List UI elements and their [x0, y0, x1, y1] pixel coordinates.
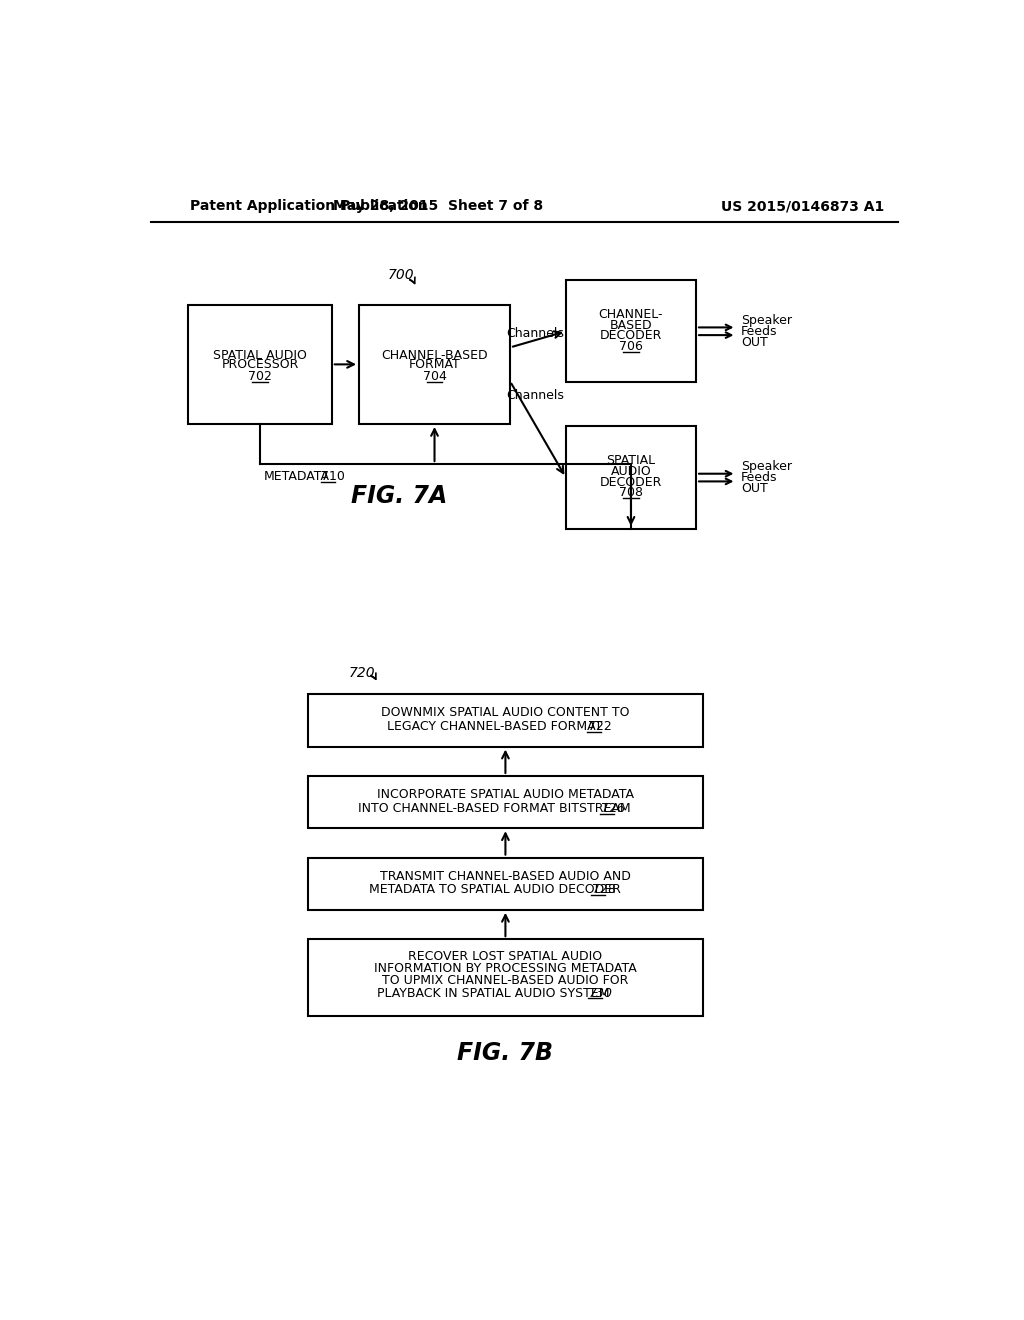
- Text: Feeds: Feeds: [741, 325, 777, 338]
- Text: 700: 700: [388, 268, 415, 282]
- Text: 710: 710: [321, 470, 344, 483]
- Text: 706: 706: [620, 341, 643, 354]
- Text: AUDIO: AUDIO: [610, 465, 651, 478]
- Text: PROCESSOR: PROCESSOR: [221, 358, 299, 371]
- Text: TRANSMIT CHANNEL-BASED AUDIO AND: TRANSMIT CHANNEL-BASED AUDIO AND: [380, 870, 631, 883]
- Text: SPATIAL: SPATIAL: [606, 454, 655, 467]
- FancyBboxPatch shape: [308, 940, 703, 1016]
- Text: Speaker: Speaker: [741, 314, 792, 327]
- Text: US 2015/0146873 A1: US 2015/0146873 A1: [721, 199, 884, 213]
- Text: OUT: OUT: [741, 335, 768, 348]
- Text: FIG. 7A: FIG. 7A: [351, 484, 447, 508]
- FancyBboxPatch shape: [308, 776, 703, 829]
- Text: INTO CHANNEL-BASED FORMAT BITSTREAM: INTO CHANNEL-BASED FORMAT BITSTREAM: [358, 801, 631, 814]
- Text: 726: 726: [601, 801, 625, 814]
- Text: TO UPMIX CHANNEL-BASED AUDIO FOR: TO UPMIX CHANNEL-BASED AUDIO FOR: [382, 974, 629, 987]
- Text: CHANNEL-: CHANNEL-: [599, 308, 664, 321]
- Text: Speaker: Speaker: [741, 461, 792, 474]
- Text: 730: 730: [589, 986, 613, 999]
- Text: Channels: Channels: [506, 388, 564, 401]
- Text: PLAYBACK IN SPATIAL AUDIO SYSTEM: PLAYBACK IN SPATIAL AUDIO SYSTEM: [377, 986, 609, 999]
- Text: 704: 704: [423, 370, 446, 383]
- FancyBboxPatch shape: [566, 280, 696, 383]
- Text: INCORPORATE SPATIAL AUDIO METADATA: INCORPORATE SPATIAL AUDIO METADATA: [377, 788, 634, 801]
- Text: 720: 720: [349, 665, 376, 680]
- FancyBboxPatch shape: [308, 858, 703, 909]
- FancyBboxPatch shape: [566, 426, 696, 529]
- Text: FORMAT: FORMAT: [409, 358, 461, 371]
- Text: RECOVER LOST SPATIAL AUDIO: RECOVER LOST SPATIAL AUDIO: [409, 949, 602, 962]
- FancyBboxPatch shape: [359, 305, 510, 424]
- Text: DECODER: DECODER: [600, 475, 663, 488]
- Text: May 28, 2015  Sheet 7 of 8: May 28, 2015 Sheet 7 of 8: [333, 199, 543, 213]
- Text: 702: 702: [248, 370, 272, 383]
- Text: 708: 708: [618, 487, 643, 499]
- Text: Feeds: Feeds: [741, 471, 777, 484]
- Text: Channels: Channels: [506, 327, 564, 341]
- Text: 722: 722: [588, 721, 611, 733]
- Text: DOWNMIX SPATIAL AUDIO CONTENT TO: DOWNMIX SPATIAL AUDIO CONTENT TO: [381, 706, 630, 719]
- Text: 728: 728: [592, 883, 616, 896]
- Text: BASED: BASED: [609, 318, 652, 331]
- Text: METADATA TO SPATIAL AUDIO DECODER: METADATA TO SPATIAL AUDIO DECODER: [369, 883, 621, 896]
- Text: METADATA: METADATA: [264, 470, 330, 483]
- Text: CHANNEL-BASED: CHANNEL-BASED: [381, 348, 487, 362]
- Text: LEGACY CHANNEL-BASED FORMAT: LEGACY CHANNEL-BASED FORMAT: [387, 721, 602, 733]
- Text: INFORMATION BY PROCESSING METADATA: INFORMATION BY PROCESSING METADATA: [374, 962, 637, 975]
- Text: SPATIAL AUDIO: SPATIAL AUDIO: [213, 348, 307, 362]
- Text: FIG. 7B: FIG. 7B: [458, 1041, 553, 1065]
- Text: Patent Application Publication: Patent Application Publication: [190, 199, 428, 213]
- Text: DECODER: DECODER: [600, 330, 663, 342]
- FancyBboxPatch shape: [188, 305, 332, 424]
- Text: OUT: OUT: [741, 482, 768, 495]
- FancyBboxPatch shape: [308, 694, 703, 747]
